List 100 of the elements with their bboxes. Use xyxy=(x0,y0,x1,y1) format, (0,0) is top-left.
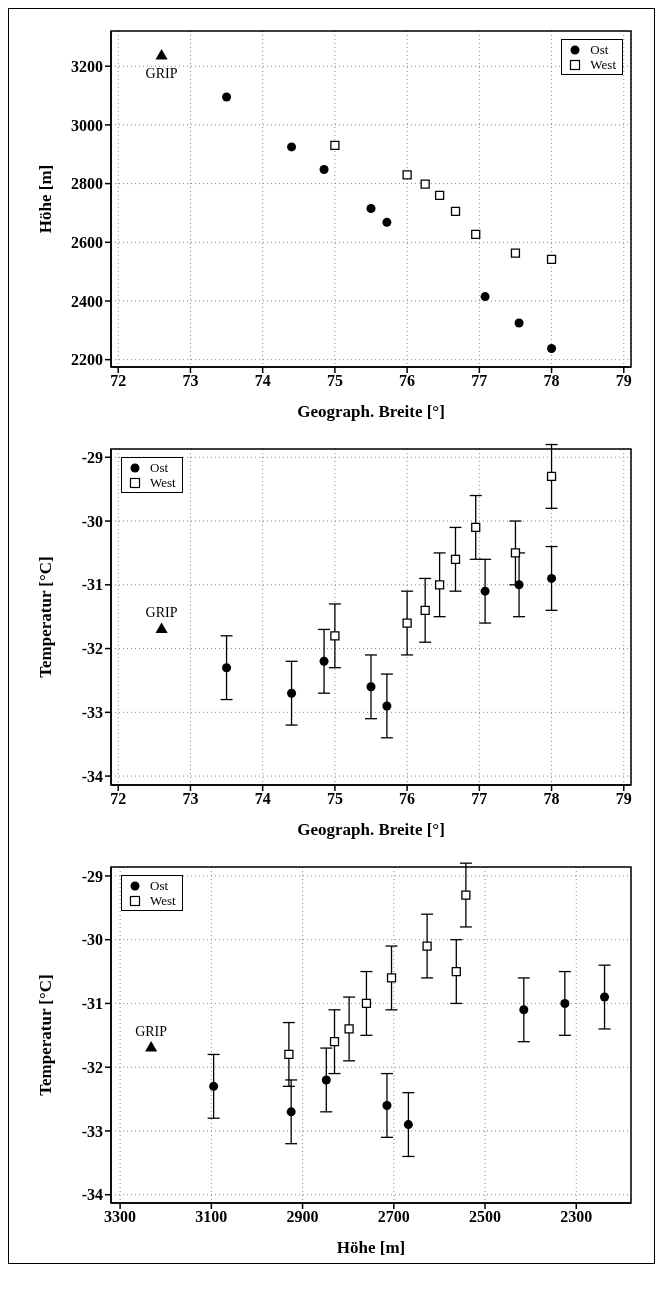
legend-label: Ost xyxy=(150,878,169,893)
x-tick-label: 2900 xyxy=(286,1208,319,1226)
point xyxy=(222,663,232,673)
point xyxy=(471,229,481,240)
y-tick-label: 3200 xyxy=(71,57,103,75)
y-tick-label: -31 xyxy=(81,995,103,1013)
y-axis-title: Temperatur [°C] xyxy=(36,556,56,678)
y-tick-label: -30 xyxy=(81,512,103,530)
point xyxy=(330,631,340,641)
point xyxy=(480,292,490,302)
legend-label: West xyxy=(150,475,176,490)
series-label: GRIP xyxy=(135,1024,168,1040)
point xyxy=(514,318,524,328)
point xyxy=(344,1024,354,1034)
point xyxy=(329,1037,340,1047)
point xyxy=(422,941,432,951)
y-tick-label: -31 xyxy=(81,576,103,594)
point xyxy=(284,1049,294,1060)
x-tick-label: 73 xyxy=(182,372,199,390)
point xyxy=(434,190,445,200)
point xyxy=(287,142,297,152)
x-tick-label: 78 xyxy=(543,790,560,808)
x-tick-label: 72 xyxy=(110,372,127,390)
y-tick-label: 2800 xyxy=(71,175,103,193)
y-axis-title: Temperatur [°C] xyxy=(36,974,56,1096)
point xyxy=(546,254,557,264)
y-tick-label: 3000 xyxy=(71,116,103,134)
legend-label: West xyxy=(590,57,616,72)
point xyxy=(155,48,168,60)
y-tick-label: -30 xyxy=(81,931,103,949)
point xyxy=(403,1120,413,1130)
x-tick-label: 76 xyxy=(399,372,416,390)
x-axis-title: Geograph. Breite [°] xyxy=(297,820,445,839)
x-axis-title: Höhe [m] xyxy=(336,1238,406,1257)
point xyxy=(382,217,392,227)
point xyxy=(402,170,412,180)
point xyxy=(480,586,490,596)
point xyxy=(600,992,610,1002)
x-tick-label: 2500 xyxy=(469,1208,502,1226)
x-tick-label: 2700 xyxy=(377,1208,410,1226)
y-axis-title: Höhe [m] xyxy=(36,164,56,234)
x-tick-label: 76 xyxy=(399,790,416,808)
point xyxy=(451,966,461,977)
y-tick-label: -32 xyxy=(81,640,103,658)
point xyxy=(420,179,430,189)
point xyxy=(450,206,461,217)
point xyxy=(547,573,557,583)
point xyxy=(319,165,329,175)
legend-label: Ost xyxy=(150,460,169,475)
legend-label: West xyxy=(150,893,176,908)
series-label: GRIP xyxy=(145,65,178,81)
point xyxy=(286,1107,296,1117)
point xyxy=(155,622,168,633)
x-tick-label: 3100 xyxy=(195,1208,228,1226)
x-tick-label: 2300 xyxy=(560,1208,593,1226)
x-tick-label: 79 xyxy=(615,790,632,808)
x-tick-label: 77 xyxy=(471,790,488,808)
point xyxy=(222,92,232,102)
point xyxy=(145,1041,158,1052)
point xyxy=(560,998,570,1008)
point xyxy=(382,1100,392,1110)
x-tick-label: 73 xyxy=(182,790,199,808)
point xyxy=(382,701,392,711)
point xyxy=(510,548,521,558)
x-tick-label: 75 xyxy=(326,790,343,808)
point xyxy=(546,471,557,482)
y-tick-label: -33 xyxy=(81,1122,103,1140)
point xyxy=(547,344,557,354)
point xyxy=(471,522,481,533)
point xyxy=(402,618,412,628)
y-tick-label: 2200 xyxy=(71,351,103,369)
point xyxy=(434,580,445,590)
legend-label: Ost xyxy=(590,42,609,57)
x-tick-label: 78 xyxy=(543,372,560,390)
point xyxy=(287,688,297,698)
point xyxy=(330,140,340,151)
y-tick-label: -32 xyxy=(81,1058,103,1076)
x-axis-title: Geograph. Breite [°] xyxy=(297,402,445,421)
y-tick-label: -29 xyxy=(81,448,103,466)
y-tick-label: -34 xyxy=(81,1186,103,1204)
point xyxy=(321,1075,331,1085)
point xyxy=(209,1081,219,1091)
x-tick-label: 74 xyxy=(254,372,271,390)
y-tick-label: 2400 xyxy=(71,292,103,310)
point xyxy=(450,554,461,564)
x-tick-label: 3300 xyxy=(104,1208,137,1226)
point xyxy=(366,682,376,692)
y-tick-label: -34 xyxy=(81,767,103,785)
y-tick-label: -33 xyxy=(81,704,103,721)
point xyxy=(319,656,329,666)
point xyxy=(514,580,524,590)
point xyxy=(461,890,471,900)
point xyxy=(386,973,397,983)
x-tick-label: 77 xyxy=(471,372,488,390)
point xyxy=(366,204,376,214)
x-tick-label: 79 xyxy=(615,372,632,390)
point xyxy=(519,1005,529,1015)
x-tick-label: 72 xyxy=(110,790,127,808)
series-label: GRIP xyxy=(145,605,178,621)
x-tick-label: 74 xyxy=(254,790,271,808)
